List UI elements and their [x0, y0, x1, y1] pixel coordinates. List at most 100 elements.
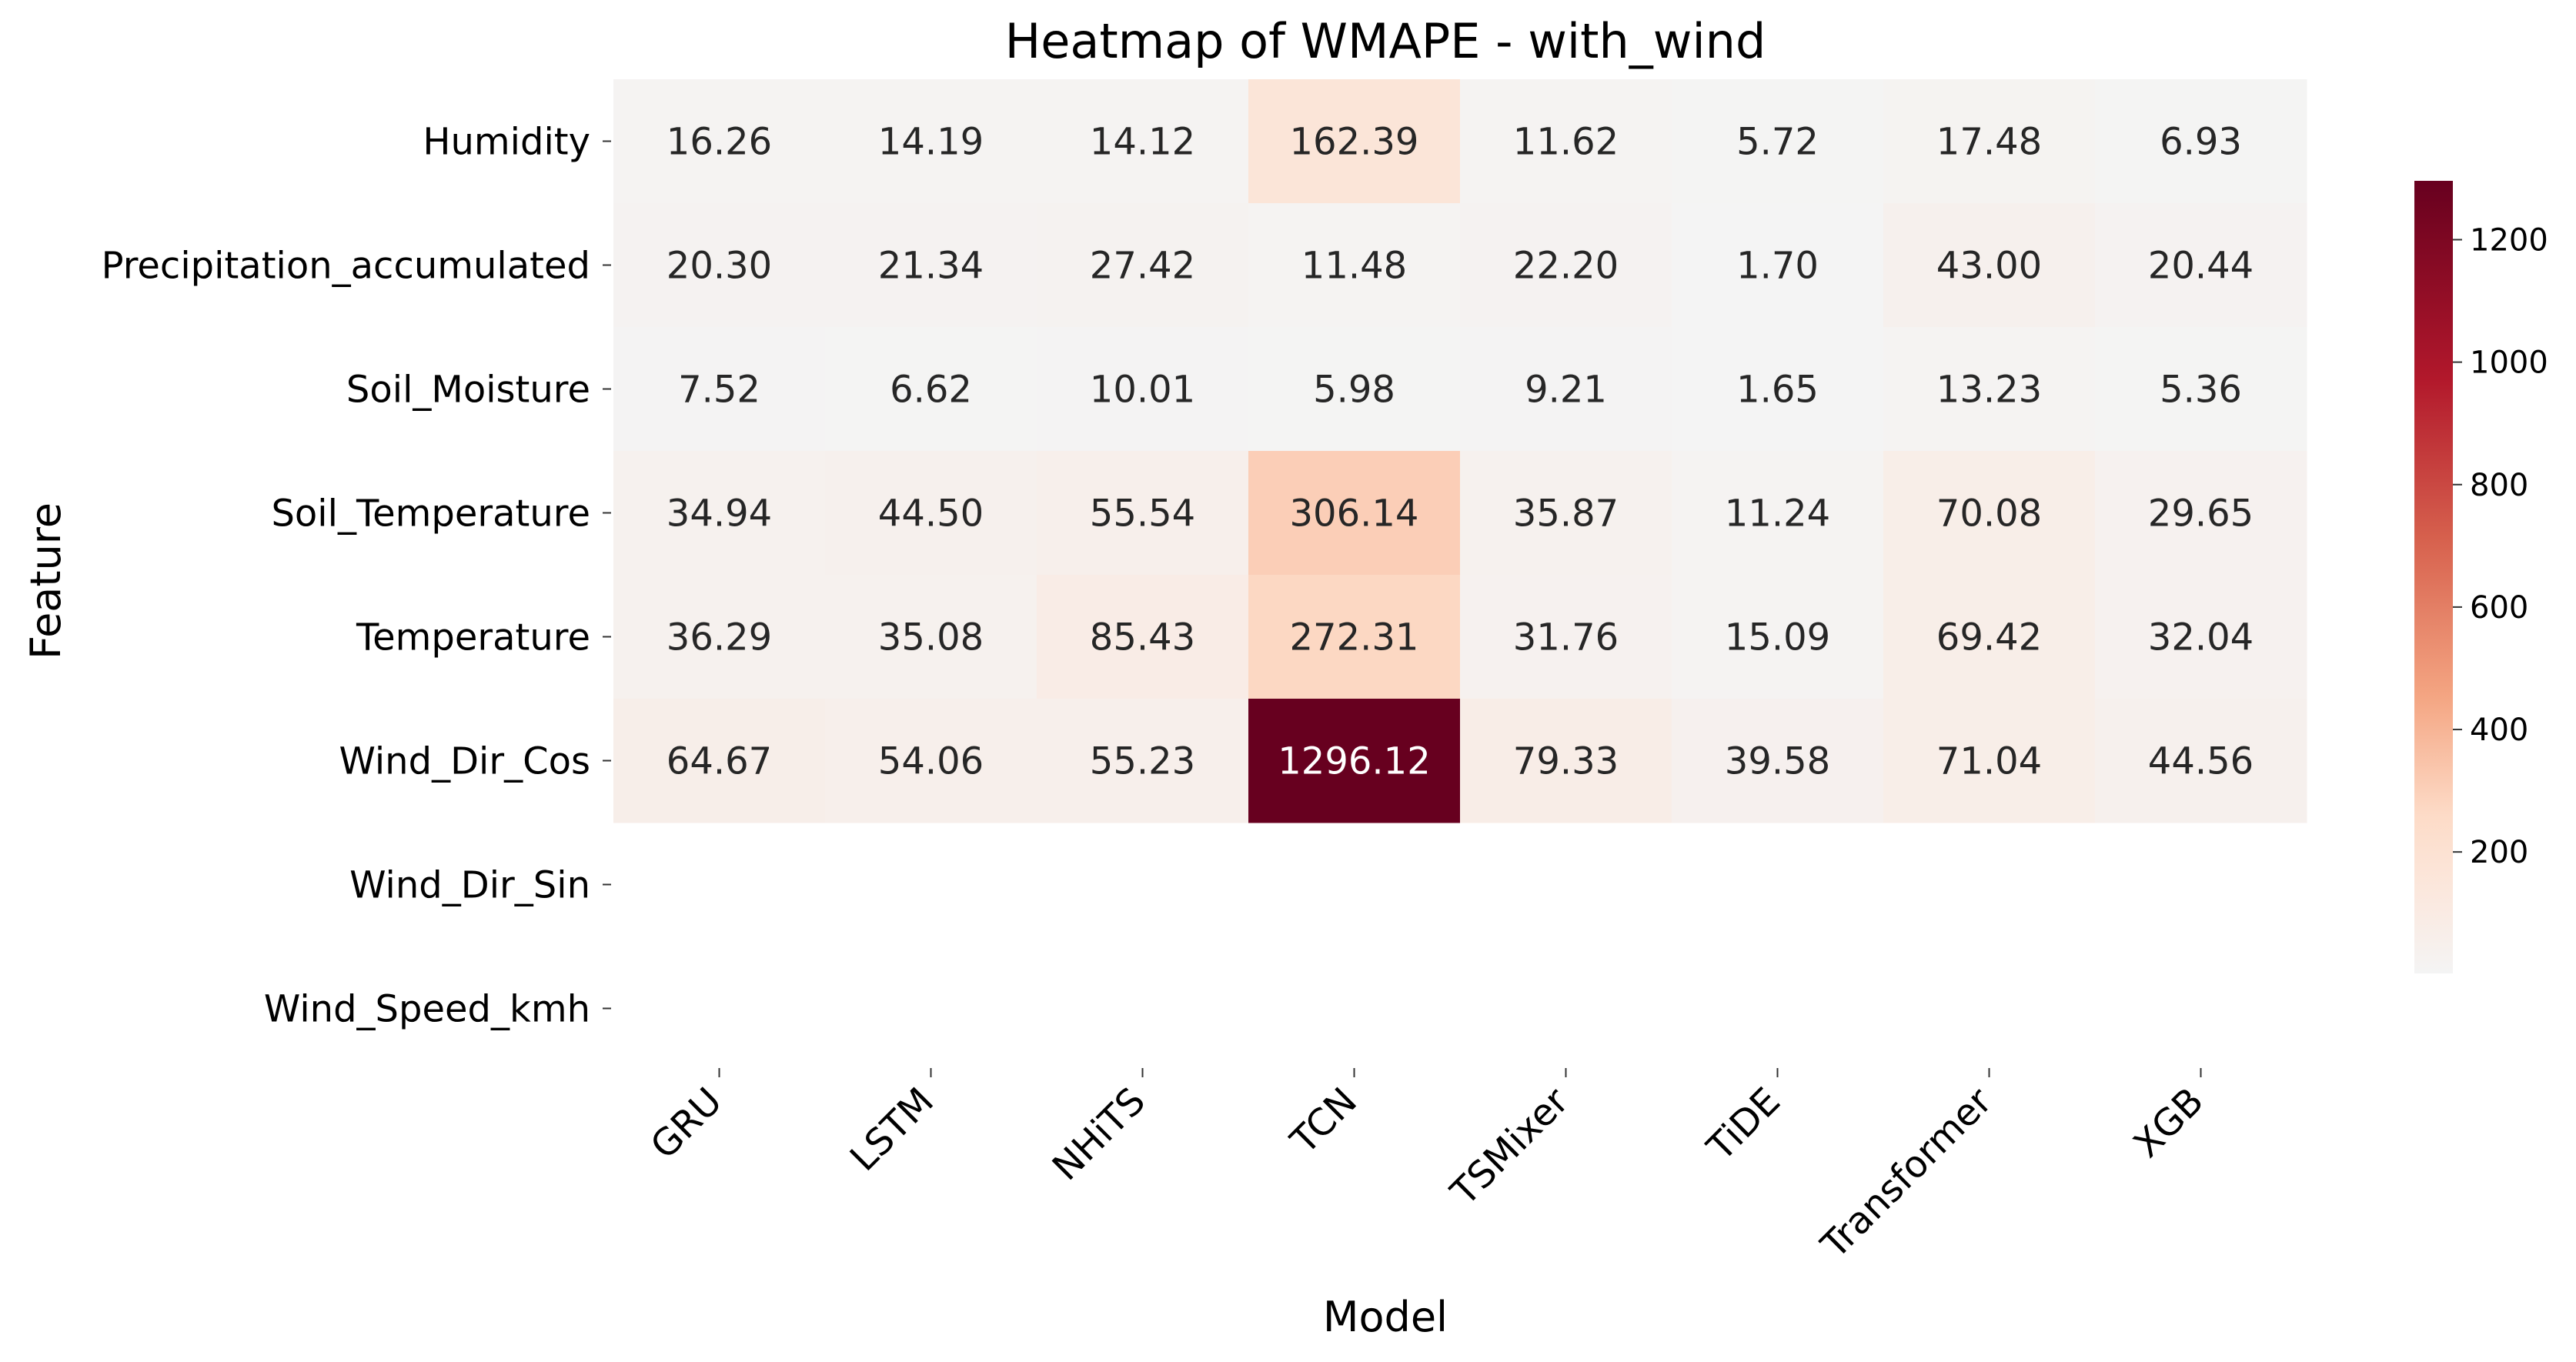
- heatmap-cell: [2095, 327, 2307, 452]
- heatmap-cell: [1460, 327, 1672, 452]
- cell-value-label: 9.21: [1525, 369, 1607, 412]
- colorbar-gradient: [2414, 181, 2453, 973]
- column-tick-labels: GRU LSTM NHiTS TCN TSMixer TiDE Transformer XGB: [643, 1068, 2212, 1267]
- heatmap-cell: [1248, 203, 1461, 328]
- cell-value-label: 10.01: [1090, 369, 1195, 412]
- cell-value-label: 44.50: [878, 492, 984, 536]
- cell-value-label: 71.04: [1936, 740, 2042, 783]
- heatmap-cell: [825, 699, 1037, 823]
- heatmap-cell: [613, 327, 826, 452]
- cell-value-label: 85.43: [1090, 616, 1195, 659]
- heatmap-cell: [825, 79, 1037, 204]
- heatmap-cell: [1037, 451, 1249, 576]
- heatmap-cell: [1672, 575, 1884, 699]
- y-axis-label: Feature: [22, 502, 70, 659]
- cell-value-label: 21.34: [878, 245, 984, 288]
- heatmap-cell: [613, 699, 826, 823]
- cell-value-label: 70.08: [1936, 492, 2042, 536]
- heatmap-cell: [1248, 327, 1461, 452]
- heatmap-cell: [613, 79, 826, 204]
- heatmap-cell: [2095, 575, 2307, 699]
- cell-value-label: 1.65: [1736, 369, 1819, 412]
- cell-value-label: 272.31: [1290, 616, 1419, 659]
- row-tick-labels: Humidity Precipitation_accumulated Soil_Mo…: [102, 121, 611, 1031]
- cell-value-label: 20.30: [667, 245, 772, 288]
- row-tick-label: Precipitation_accumulated: [102, 245, 590, 288]
- heatmap-cell: [2095, 79, 2307, 204]
- cell-value-label: 162.39: [1290, 121, 1419, 164]
- heatmap-cell: [1460, 699, 1672, 823]
- cell-value-label: 11.48: [1301, 245, 1407, 288]
- heatmap-cell: [613, 451, 826, 576]
- column-tick-label: TCN: [1282, 1080, 1365, 1163]
- row-tick-label: Humidity: [423, 121, 590, 164]
- cell-value-label: 16.26: [667, 121, 772, 164]
- heatmap-cell: [2095, 203, 2307, 328]
- cell-value-label: 27.42: [1090, 245, 1195, 288]
- heatmap-cell: [825, 203, 1037, 328]
- cell-value-label: 20.44: [2148, 245, 2254, 288]
- heatmap-cell: [1248, 575, 1461, 699]
- cell-value-label: 5.36: [2160, 369, 2242, 412]
- heatmap-cell: [2095, 451, 2307, 576]
- heatmap-cell: [1883, 699, 2096, 823]
- cell-value-label: 11.62: [1513, 121, 1619, 164]
- column-tick-label: LSTM: [842, 1080, 942, 1180]
- cell-value-labels: 16.26 14.19 14.12 162.39 11.62 5.72 17.48 6.93 2…: [667, 121, 2254, 783]
- cell-value-label: 79.33: [1513, 740, 1619, 783]
- x-axis-label: Model: [1323, 1293, 1448, 1341]
- column-tick-label: TSMixer: [1442, 1080, 1577, 1214]
- heatmap-cell: [1883, 79, 2096, 204]
- heatmap-cell: [1248, 451, 1461, 576]
- heatmap-cell: [825, 327, 1037, 452]
- heatmap-cell: [1460, 203, 1672, 328]
- heatmap-cell: [1883, 327, 2096, 452]
- cell-value-label: 14.12: [1090, 121, 1195, 164]
- cell-value-label: 5.72: [1736, 121, 1819, 164]
- colorbar-tick-label: 200: [2470, 835, 2528, 870]
- column-tick-label: NHiTS: [1044, 1080, 1154, 1189]
- cell-value-label: 13.23: [1936, 369, 2042, 412]
- cell-value-label: 43.00: [1936, 245, 2042, 288]
- column-tick-label: XGB: [2126, 1080, 2212, 1166]
- cell-value-label: 6.62: [890, 369, 972, 412]
- heatmap-cell: [1672, 327, 1884, 452]
- row-tick-label: Wind_Dir_Cos: [339, 740, 590, 783]
- row-tick-label: Soil_Moisture: [346, 369, 590, 412]
- heatmap-cell: [1460, 575, 1672, 699]
- cell-value-label: 22.20: [1513, 245, 1619, 288]
- cell-value-label: 55.23: [1090, 740, 1195, 783]
- cell-value-label: 1296.12: [1278, 740, 1431, 783]
- heatmap-cell: [1672, 203, 1884, 328]
- heatmap-cell: [1037, 699, 1249, 823]
- cell-value-label: 55.54: [1090, 492, 1195, 536]
- heatmap-cell: [2095, 699, 2307, 823]
- heatmap-cell: [1460, 79, 1672, 204]
- cell-value-label: 29.65: [2148, 492, 2254, 536]
- cell-value-label: 36.29: [667, 616, 772, 659]
- cell-value-label: 35.08: [878, 616, 984, 659]
- cell-value-label: 34.94: [667, 492, 772, 536]
- heatmap-cells: [613, 79, 2307, 823]
- cell-value-label: 44.56: [2148, 740, 2254, 783]
- colorbar-tick-label: 400: [2470, 713, 2528, 748]
- heatmap-cell: [1248, 699, 1461, 823]
- heatmap-cell: [1883, 203, 2096, 328]
- cell-value-label: 64.67: [667, 740, 772, 783]
- heatmap-cell: [1248, 79, 1461, 204]
- cell-value-label: 32.04: [2148, 616, 2254, 659]
- cell-value-label: 69.42: [1936, 616, 2042, 659]
- colorbar-tick-label: 800: [2470, 468, 2528, 503]
- heatmap-cell: [1883, 575, 2096, 699]
- cell-value-label: 14.19: [878, 121, 984, 164]
- heatmap-cell: [613, 203, 826, 328]
- colorbar: 200 400 600 800 1000 1200: [2414, 181, 2548, 973]
- row-tick-label: Soil_Temperature: [271, 492, 590, 536]
- cell-value-label: 15.09: [1725, 616, 1830, 659]
- heatmap-cell: [1672, 699, 1884, 823]
- heatmap-cell: [1037, 575, 1249, 699]
- heatmap-cell: [1672, 79, 1884, 204]
- colorbar-tick-label: 1200: [2470, 222, 2548, 258]
- row-tick-label: Temperature: [356, 616, 590, 659]
